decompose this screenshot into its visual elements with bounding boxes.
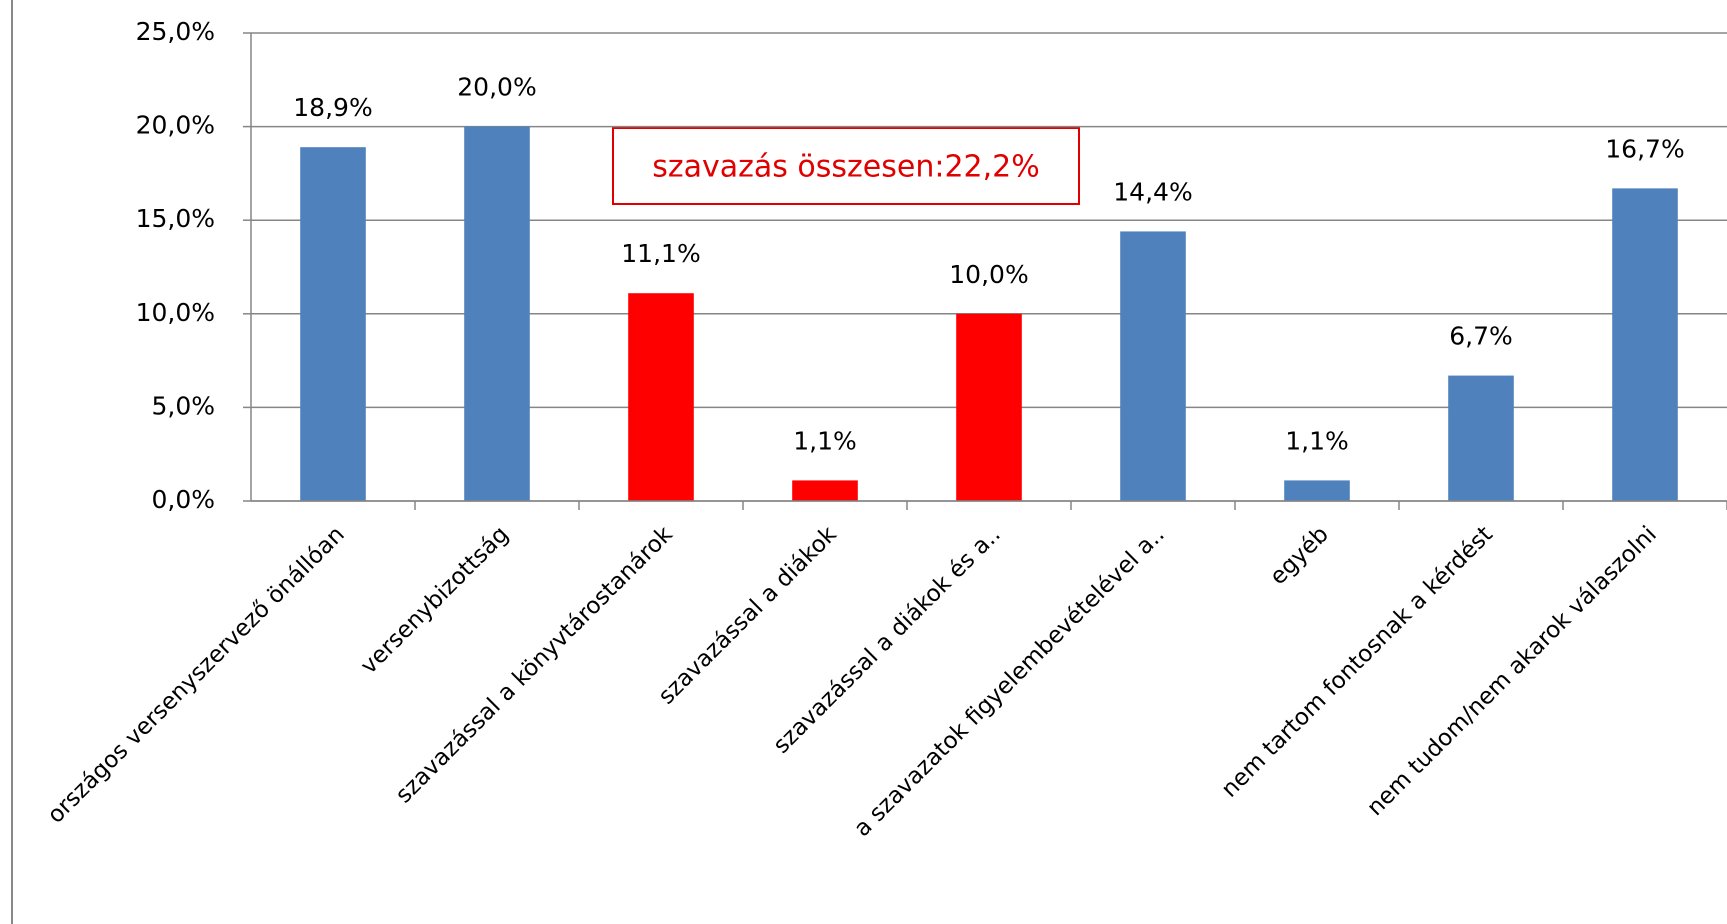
bar [956,313,1022,501]
bar [628,293,694,501]
value-label: 20,0% [457,73,536,102]
value-label: 18,9% [293,93,372,122]
bar [792,480,858,501]
bar [300,147,366,501]
bar [1120,231,1186,501]
y-tick-label: 25,0% [136,17,215,46]
value-label: 1,1% [793,426,857,455]
bar [464,126,530,501]
bar [1284,480,1350,501]
y-tick-label: 0,0% [151,485,215,514]
bar [1448,375,1514,501]
value-label: 1,1% [1285,426,1349,455]
value-label: 14,4% [1113,177,1192,206]
annotation: szavazás összesen:22,2% [652,150,1040,185]
value-label: 16,7% [1605,134,1684,163]
value-label: 11,1% [621,239,700,268]
value-label: 10,0% [949,260,1028,289]
y-tick-label: 20,0% [136,111,215,140]
annotation-box [612,127,1080,205]
value-label: 6,7% [1449,322,1513,351]
bar [1612,188,1678,501]
y-tick-label: 15,0% [136,204,215,233]
y-tick-label: 5,0% [151,391,215,420]
y-tick-label: 10,0% [136,298,215,327]
